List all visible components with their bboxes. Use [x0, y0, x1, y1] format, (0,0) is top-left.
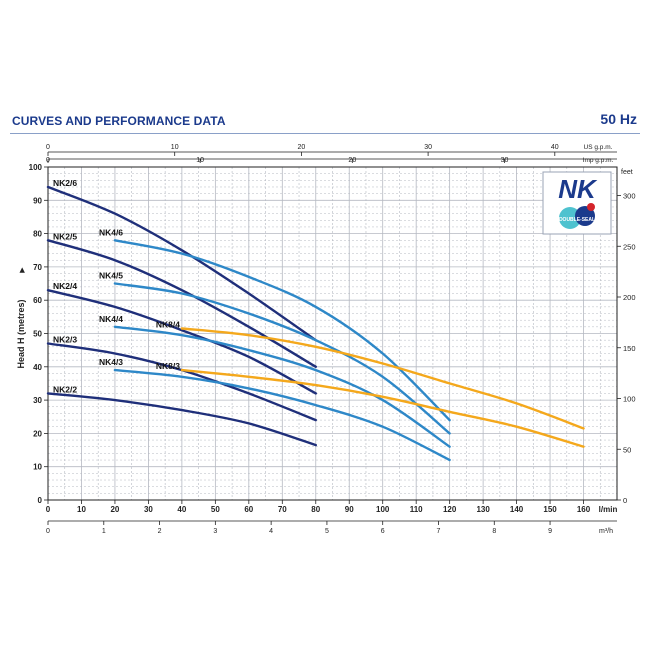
logo-badge: DOUBLE-SEAL [559, 217, 595, 223]
y-axis-label: Head H (metres) [16, 299, 26, 368]
usgpm-axis-unit: US g.p.m. [584, 144, 613, 151]
label-nk4-3: NK4/3 [99, 357, 123, 367]
tick-label-x-m3h: 2 [158, 528, 162, 535]
logo-teal-disc [559, 207, 581, 229]
tick-label-x-usgpm: 0 [46, 144, 50, 151]
impgpm-axis-unit: Imp g.p.m. [583, 157, 614, 164]
tick-label-x-lmin: 0 [46, 505, 51, 514]
curve-nk8-4 [180, 327, 585, 430]
x-axis-unit: l/min [599, 505, 618, 514]
tick-label-y-m: 40 [33, 363, 42, 372]
label-nk4-4: NK4/4 [99, 314, 123, 324]
tick-label-x-impgpm: 0 [46, 157, 50, 164]
tick-label-x-m3h: 0 [46, 528, 50, 535]
page-title: CURVES AND PERFORMANCE DATA [12, 114, 226, 128]
tick-label-x-m3h: 7 [437, 528, 441, 535]
tick-label-x-lmin: 10 [77, 505, 86, 514]
tick-label-x-m3h: 5 [325, 528, 329, 535]
label-nk4-5: NK4/5 [99, 271, 123, 281]
tick-label-x-lmin: 70 [278, 505, 287, 514]
tick-label-x-usgpm: 10 [171, 144, 179, 151]
tick-label-y-ft: 250 [623, 242, 636, 251]
tick-label-y-m: 80 [33, 230, 42, 239]
tick-label-x-lmin: 60 [244, 505, 253, 514]
tick-label-x-m3h: 4 [269, 528, 273, 535]
curve-nk2-2 [46, 392, 317, 447]
curve-nk2-5 [46, 239, 317, 368]
tick-label-x-m3h: 6 [381, 528, 385, 535]
curve-nk2-6 [46, 185, 317, 342]
grid [47, 166, 618, 501]
curve-nk4-4 [113, 325, 451, 448]
tick-label-x-lmin: 130 [476, 505, 490, 514]
logo-red-dot [587, 203, 595, 211]
performance-curves [46, 185, 585, 462]
label-nk4-6: NK4/6 [99, 227, 123, 237]
curve-nk4-6 [113, 239, 451, 422]
tick-label-y-m: 50 [33, 330, 42, 339]
tick-label-x-lmin: 100 [376, 505, 390, 514]
tick-label-x-m3h: 9 [548, 528, 552, 535]
tick-label-y-m: 70 [33, 263, 42, 272]
tick-label-x-m3h: 3 [213, 528, 217, 535]
tick-label-x-usgpm: 30 [424, 144, 432, 151]
tick-label-y-ft: 50 [623, 445, 631, 454]
label-nk2-5: NK2/5 [53, 231, 77, 241]
tick-label-x-lmin: 30 [144, 505, 153, 514]
tick-label-y-ft: 100 [623, 395, 636, 404]
curve-labels: NK2/6 NK2/5 NK2/4 NK2/3 NK2/2 NK4/6 NK4/5 NK4/4… [53, 178, 180, 394]
tick-label-x-impgpm: 10 [196, 157, 204, 164]
tick-label-x-m3h: 1 [102, 528, 106, 535]
tick-label-y-ft: 150 [623, 344, 636, 353]
logo-navy-disc [575, 206, 595, 226]
label-nk2-4: NK2/4 [53, 281, 77, 291]
axes: 0 10 20 30 40 50 60 70 80 90 100 110 120 130 140 150 160… [16, 144, 636, 535]
title-divider [10, 133, 640, 134]
tick-label-x-impgpm: 20 [348, 157, 356, 164]
tick-label-x-lmin: 50 [211, 505, 220, 514]
tick-label-x-lmin: 120 [443, 505, 457, 514]
label-nk8-3: NK8/3 [156, 361, 180, 371]
curve-nk4-5 [113, 282, 451, 435]
tick-label-x-m3h: 8 [492, 528, 496, 535]
nk-logo: NK DOUBLE-SEAL [542, 171, 612, 235]
y-axis-arrow: ▶ [19, 267, 26, 273]
tick-label-y-m: 30 [33, 396, 42, 405]
tick-label-y-ft: 200 [623, 293, 636, 302]
tick-label-y-ft: 0 [623, 496, 627, 505]
tick-label-y-m: 100 [29, 163, 43, 172]
tick-label-x-usgpm: 20 [298, 144, 306, 151]
y-right-unit: feet [621, 169, 633, 176]
tick-label-x-lmin: 140 [510, 505, 524, 514]
m3h-axis-unit: m³/h [599, 528, 613, 535]
tick-label-x-lmin: 110 [410, 505, 423, 514]
tick-label-y-m: 0 [38, 496, 43, 505]
logo-brand: NK [558, 174, 598, 204]
tick-label-y-m: 10 [33, 463, 42, 472]
tick-label-y-ft: 300 [623, 192, 636, 201]
frequency-label: 50 Hz [600, 111, 637, 127]
tick-label-y-m: 90 [33, 196, 42, 205]
tick-label-x-impgpm: 30 [501, 157, 509, 164]
label-nk8-4: NK8/4 [156, 320, 180, 330]
tick-label-x-lmin: 160 [577, 505, 591, 514]
tick-label-x-usgpm: 40 [551, 144, 559, 151]
tick-label-x-lmin: 80 [311, 505, 320, 514]
tick-label-y-m: 60 [33, 296, 42, 305]
curve-nk8-3 [180, 368, 585, 448]
tick-label-x-lmin: 20 [110, 505, 119, 514]
label-nk2-6: NK2/6 [53, 178, 77, 188]
tick-label-x-lmin: 90 [345, 505, 354, 514]
label-nk2-3: NK2/3 [53, 334, 77, 344]
tick-label-x-lmin: 150 [543, 505, 557, 514]
curve-nk2-4 [46, 289, 317, 395]
tick-label-y-m: 20 [33, 429, 42, 438]
tick-label-x-lmin: 40 [177, 505, 186, 514]
label-nk2-2: NK2/2 [53, 384, 77, 394]
curve-nk4-3 [113, 368, 451, 462]
